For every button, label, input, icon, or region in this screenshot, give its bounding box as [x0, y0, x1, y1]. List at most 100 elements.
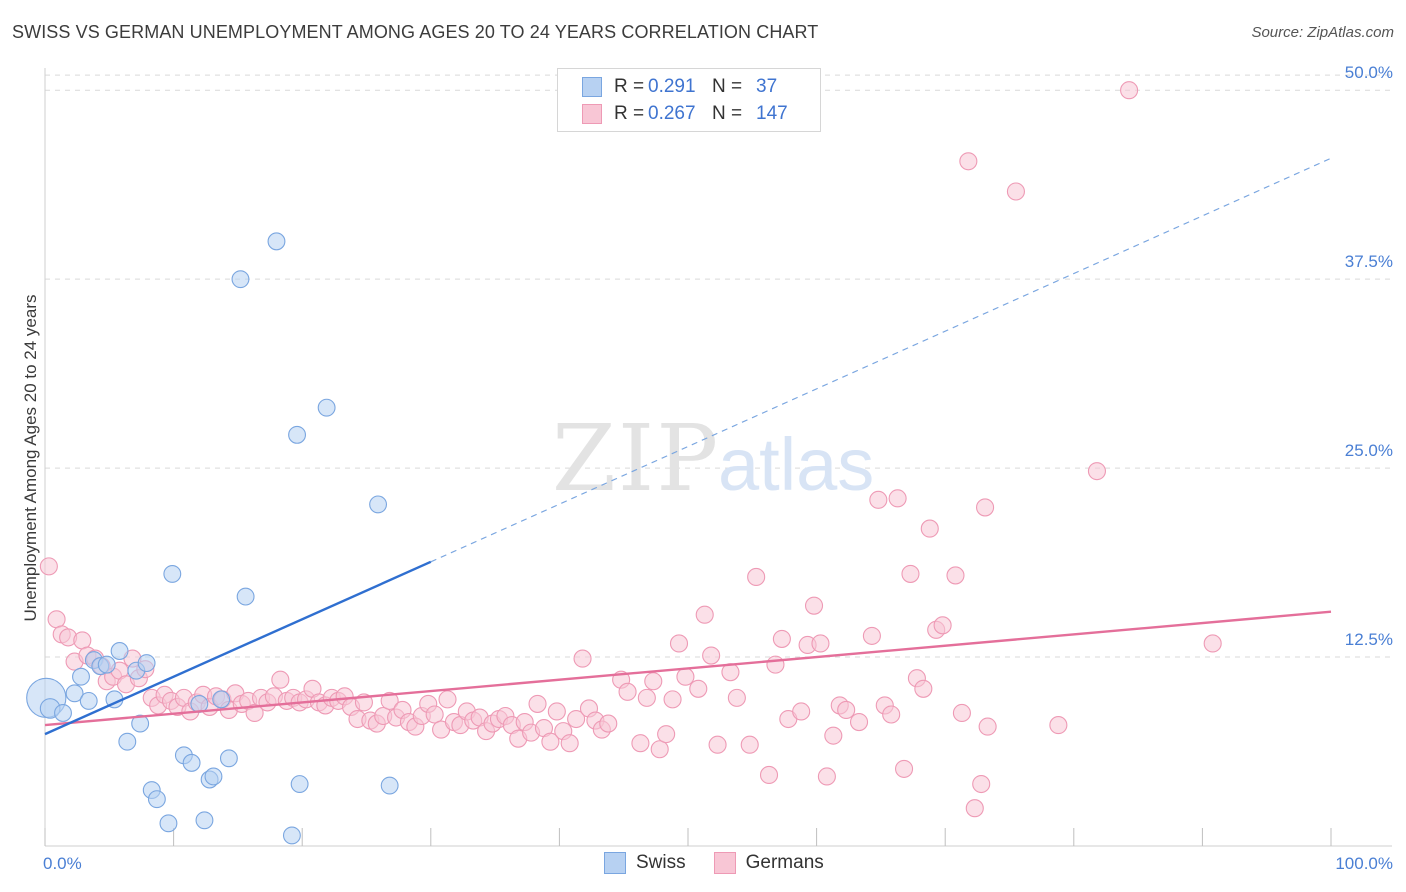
bottom-legend-swiss: Swiss — [604, 852, 686, 874]
germans-point — [824, 726, 843, 745]
germans-point — [901, 564, 920, 583]
germans-point — [380, 691, 399, 710]
germans-point — [669, 634, 689, 653]
tick-labels: 12.5% 25.0% 37.5% 50.0% 0.0% 100.0% — [43, 63, 1393, 873]
germans-point — [573, 649, 592, 668]
germans-point — [869, 490, 888, 509]
legend-row-germans: R = 0.267 N = 147 — [582, 101, 788, 127]
germans-point — [657, 725, 676, 744]
swiss-swatch — [582, 77, 602, 97]
swiss-point — [182, 753, 201, 772]
germans-point — [837, 700, 856, 720]
watermark-atlas: atlas — [718, 423, 874, 506]
legend-n-value: 147 — [756, 103, 788, 124]
germans-point — [425, 705, 444, 724]
germans-point — [759, 765, 779, 785]
germans-swatch — [713, 852, 736, 874]
swiss-point — [317, 398, 336, 417]
germans-point — [1049, 716, 1068, 735]
germans-point — [637, 688, 656, 707]
swiss-point — [131, 714, 150, 733]
germans-point — [914, 679, 933, 698]
swiss-point — [290, 775, 309, 793]
germans-point — [708, 735, 727, 754]
germans-point — [271, 670, 290, 689]
germans-point — [747, 567, 766, 586]
swiss-point — [380, 776, 399, 795]
legend-row-swiss: R = 0.291 N = 37 — [582, 74, 777, 100]
swiss-point — [79, 691, 98, 710]
germans-point — [676, 667, 695, 686]
germans-point — [804, 596, 824, 615]
germans-point — [650, 740, 669, 759]
germans-point — [978, 717, 997, 736]
germans-point — [528, 694, 547, 713]
germans-point — [1006, 182, 1025, 201]
germans-trend-line — [44, 610, 1332, 727]
germans-point — [663, 690, 682, 709]
germans-point — [849, 713, 869, 732]
germans-point — [547, 702, 566, 721]
germans-point — [976, 498, 995, 517]
legend-n-label: N = — [712, 103, 743, 124]
swiss-point — [72, 667, 90, 686]
germans-point — [972, 774, 991, 794]
germans-point — [567, 709, 586, 729]
germans-point — [39, 557, 58, 576]
germans-point — [817, 767, 836, 786]
swiss-point — [163, 564, 182, 583]
watermark: ZIP atlas — [552, 405, 874, 512]
swiss-point — [65, 684, 84, 703]
swiss-point — [97, 655, 116, 674]
germans-point — [766, 655, 785, 674]
swiss-point — [195, 811, 214, 830]
swiss-point — [369, 495, 388, 514]
germans-point — [560, 734, 579, 753]
germans-point — [599, 714, 618, 733]
germans-point — [689, 679, 708, 698]
x-tick-label: 0.0% — [43, 854, 82, 873]
y-tick-label: 12.5% — [1345, 630, 1393, 649]
legend-n-label: N = — [712, 76, 743, 97]
germans-point — [965, 799, 984, 818]
germans-point — [740, 735, 759, 754]
bottom-legend: Swiss Germans — [604, 852, 852, 874]
swiss-point — [118, 732, 137, 751]
legend-r-label: R = — [614, 76, 645, 97]
germans-point — [792, 702, 811, 721]
germans-point — [541, 732, 560, 751]
swiss-points — [26, 232, 399, 845]
germans-point — [920, 519, 939, 538]
swiss-point — [137, 654, 156, 673]
germans-point — [1203, 634, 1222, 653]
swiss-swatch — [604, 852, 626, 874]
swiss-point — [212, 690, 231, 709]
grid-lines — [45, 74, 1392, 658]
swiss-point — [288, 425, 307, 444]
swiss-point — [54, 704, 72, 722]
germans-point — [888, 489, 907, 508]
swiss-point — [282, 826, 301, 845]
germans-point — [959, 152, 978, 171]
germans-point — [644, 672, 663, 691]
germans-point — [952, 703, 971, 723]
germans-point — [894, 759, 914, 778]
germans-point — [946, 566, 965, 585]
swiss-point — [231, 270, 250, 289]
swiss-point — [236, 587, 255, 606]
trend-lines — [44, 157, 1332, 736]
legend-r-value: 0.291 — [648, 76, 696, 97]
germans-point — [245, 703, 264, 723]
swiss-point — [110, 642, 129, 660]
germans-point — [47, 610, 66, 629]
y-axis-label: Unemployment Among Ages 20 to 24 years — [21, 295, 40, 622]
germans-point — [631, 734, 650, 753]
chart-title: SWISS VS GERMAN UNEMPLOYMENT AMONG AGES … — [12, 22, 819, 42]
germans-point — [695, 605, 714, 624]
legend-r-value: 0.267 — [648, 103, 696, 124]
germans-point — [882, 705, 901, 724]
germans-point — [73, 631, 92, 650]
germans-point — [933, 616, 952, 635]
x-tick-label: 100.0% — [1335, 854, 1393, 873]
